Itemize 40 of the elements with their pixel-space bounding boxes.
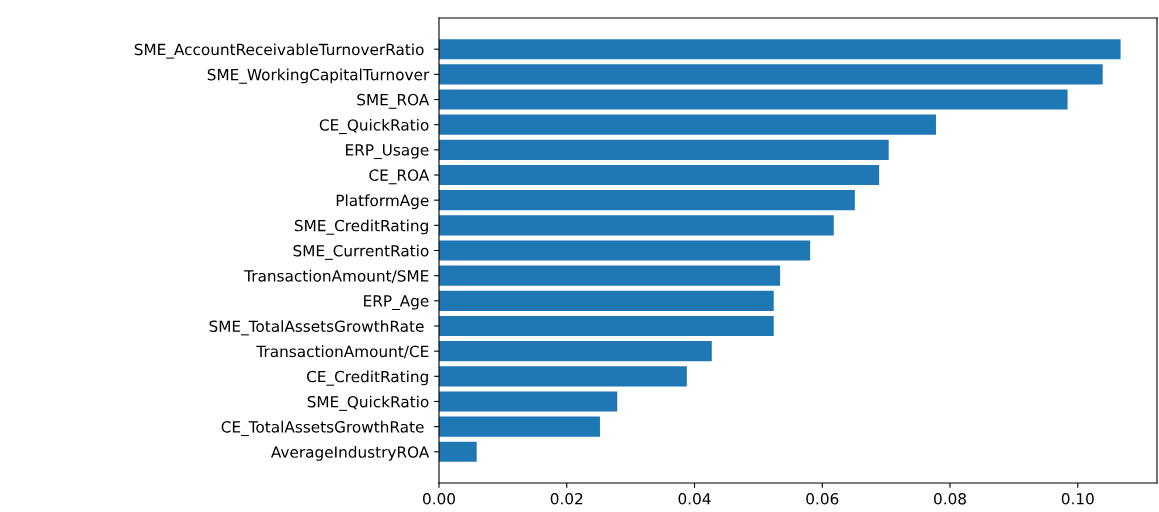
x-tick-label: 0.02 xyxy=(550,492,583,505)
bar xyxy=(439,315,774,337)
bar xyxy=(439,366,687,387)
x-tick-label: 0.00 xyxy=(423,492,455,505)
y-tick-label: PlatformAge xyxy=(336,194,429,210)
bar xyxy=(439,64,1103,85)
y-tick-label: SME_WorkingCapitalTurnover xyxy=(207,68,430,84)
y-tick-label: AverageIndustryROA xyxy=(270,445,430,461)
bar xyxy=(439,39,1121,60)
y-tick-label: ERP_Usage xyxy=(346,144,429,160)
bar xyxy=(439,139,889,160)
bar xyxy=(439,240,811,261)
bar xyxy=(439,215,834,236)
y-tick-label: SME_CurrentRatio xyxy=(293,244,429,260)
bar xyxy=(439,89,1068,110)
x-tick-label: 0.08 xyxy=(934,492,966,505)
y-tick-label: CE_CreditRating xyxy=(306,370,428,386)
y-tick-label: ERP_Age xyxy=(364,295,429,311)
y-tick-label: SME_ROA xyxy=(357,93,430,109)
x-tick-label: 0.10 xyxy=(1061,492,1094,505)
y-tick-label: SME_AccountReceivableTurnoverRatio xyxy=(134,43,424,59)
bar xyxy=(439,114,936,135)
bar xyxy=(439,190,855,211)
bar xyxy=(439,164,880,186)
y-tick-label: CE_TotalAssetsGrowthRate xyxy=(221,420,424,437)
y-tick-label: SME_TotalAssetsGrowthRate xyxy=(209,320,424,336)
y-tick-label: SME_CreditRating xyxy=(294,219,428,235)
bar xyxy=(439,290,774,311)
y-tick-label: TransactionAmount/SME xyxy=(244,269,429,283)
bar xyxy=(439,265,781,286)
bar xyxy=(439,416,600,437)
y-tick-label: TransactionAmount/CE xyxy=(256,345,429,359)
y-tick-label: CE_QuickRatio xyxy=(319,118,429,135)
bar xyxy=(439,391,618,412)
x-tick-label: 0.04 xyxy=(678,492,711,505)
x-tick-label: 0.06 xyxy=(806,492,839,505)
bar xyxy=(439,341,712,362)
y-tick-label: CE_ROA xyxy=(369,169,430,185)
y-tick-label: SME_QuickRatio xyxy=(307,395,429,411)
bar xyxy=(439,441,477,462)
